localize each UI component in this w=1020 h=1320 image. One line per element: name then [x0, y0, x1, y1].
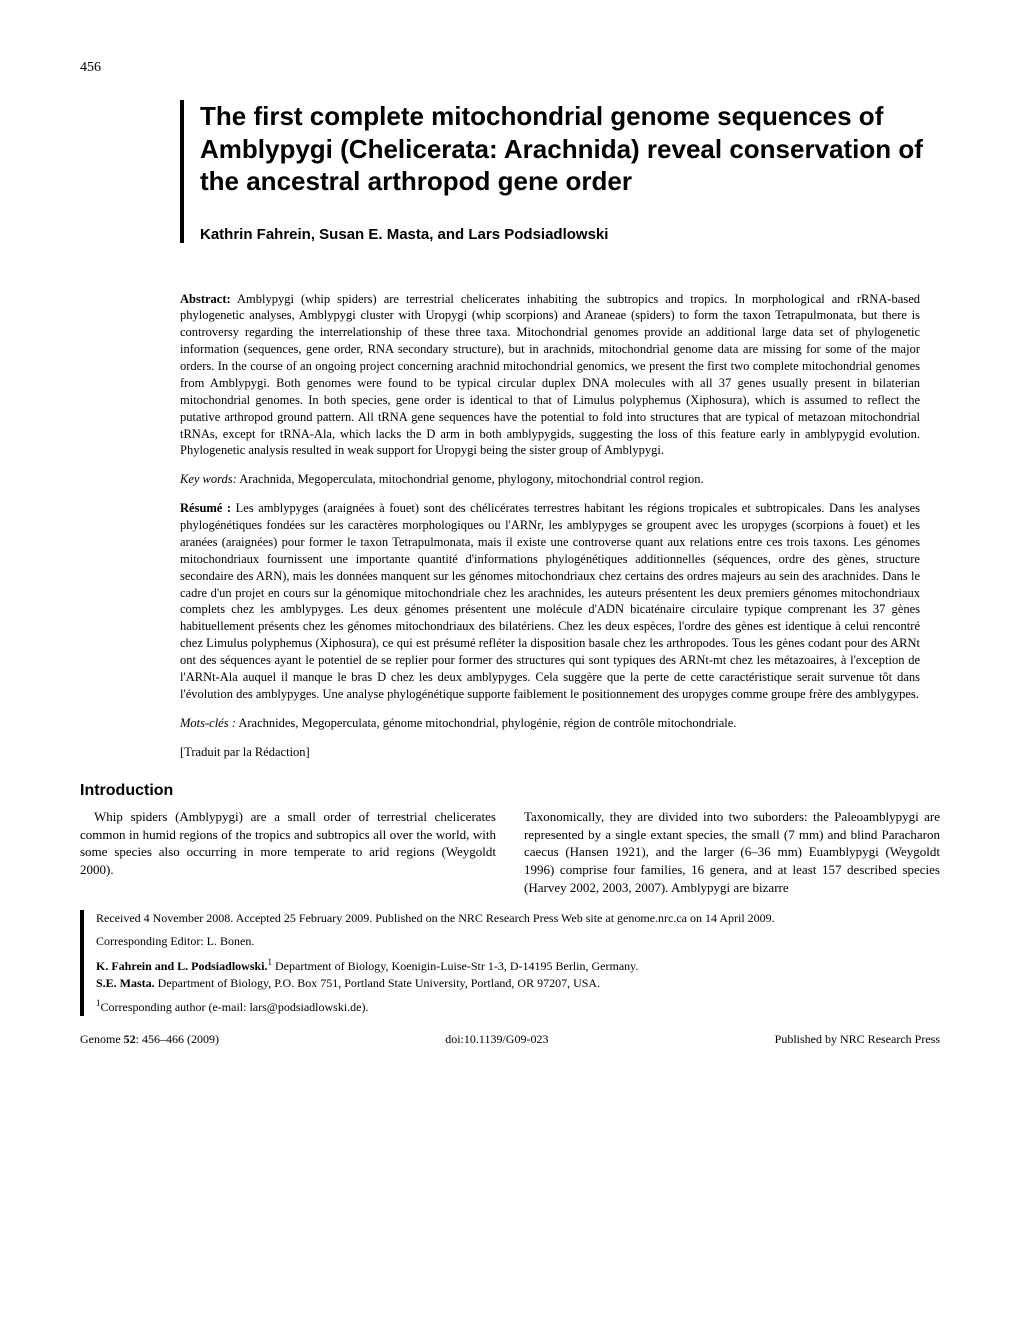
- keywords-text: Arachnida, Megoperculata, mitochondrial …: [239, 472, 703, 486]
- affil2-text: Department of Biology, P.O. Box 751, Por…: [155, 976, 600, 990]
- authors: Kathrin Fahrein, Susan E. Masta, and Lar…: [200, 226, 940, 243]
- intro-col1-text: Whip spiders (Amblypygi) are a small ord…: [80, 808, 496, 878]
- affil1-authors: K. Fahrein and L. Podsiadlowski.: [96, 959, 268, 973]
- resume-paragraph: Résumé : Les amblypyges (araignées à fou…: [180, 500, 920, 703]
- column-left: Whip spiders (Amblypygi) are a small ord…: [80, 808, 496, 896]
- abstract-text: Amblypygi (whip spiders) are terrestrial…: [180, 292, 920, 458]
- page-number: 456: [80, 60, 101, 76]
- abstract-paragraph: Abstract: Amblypygi (whip spiders) are t…: [180, 291, 920, 460]
- resume-text: Les amblypyges (araignées à fouet) sont …: [180, 501, 920, 701]
- affil1-text: Department of Biology, Koenigin-Luise-St…: [272, 959, 638, 973]
- bottom-line: Genome 52: 456–466 (2009) doi:10.1139/G0…: [80, 1032, 940, 1047]
- corresponding-author: 1Corresponding author (e-mail: lars@pods…: [96, 997, 940, 1016]
- column-right: Taxonomically, they are divided into two…: [524, 808, 940, 896]
- corresp-text: Corresponding author (e-mail: lars@podsi…: [101, 1000, 369, 1014]
- doi: doi:10.1139/G09-023: [445, 1032, 548, 1047]
- resume-label: Résumé :: [180, 501, 231, 515]
- title-block: The first complete mitochondrial genome …: [180, 100, 940, 243]
- affiliation-2: S.E. Masta. Department of Biology, P.O. …: [96, 975, 940, 992]
- motscles-label: Mots-clés :: [180, 716, 236, 730]
- intro-col2-text: Taxonomically, they are divided into two…: [524, 808, 940, 896]
- footer-box: Received 4 November 2008. Accepted 25 Fe…: [80, 910, 940, 1016]
- introduction-heading: Introduction: [80, 782, 940, 800]
- keywords-paragraph: Key words: Arachnida, Megoperculata, mit…: [180, 471, 920, 488]
- motscles-paragraph: Mots-clés : Arachnides, Megoperculata, g…: [180, 715, 920, 732]
- affil2-authors: S.E. Masta.: [96, 976, 155, 990]
- affiliation-1: K. Fahrein and L. Podsiadlowski.1 Depart…: [96, 956, 940, 975]
- publisher: Published by NRC Research Press: [775, 1032, 940, 1047]
- abstract-block: Abstract: Amblypygi (whip spiders) are t…: [180, 291, 920, 761]
- translated-by: [Traduit par la Rédaction]: [180, 744, 920, 761]
- introduction-columns: Whip spiders (Amblypygi) are a small ord…: [80, 808, 940, 896]
- motscles-text: Arachnides, Megoperculata, génome mitoch…: [238, 716, 736, 730]
- keywords-label: Key words:: [180, 472, 237, 486]
- article-title: The first complete mitochondrial genome …: [200, 100, 940, 198]
- corresponding-editor: Corresponding Editor: L. Bonen.: [96, 933, 940, 950]
- received-line: Received 4 November 2008. Accepted 25 Fe…: [96, 910, 940, 927]
- journal-citation: Genome 52: 456–466 (2009): [80, 1032, 219, 1047]
- abstract-label: Abstract:: [180, 292, 231, 306]
